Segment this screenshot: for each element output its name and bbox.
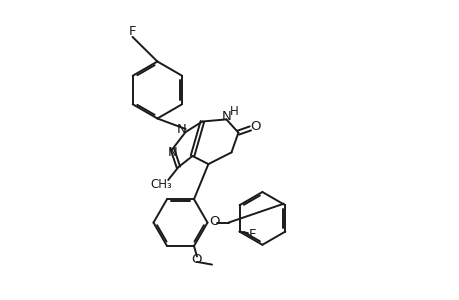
Text: O: O [191, 253, 202, 266]
Text: N: N [221, 110, 231, 123]
Text: H: H [229, 105, 238, 118]
Text: N: N [168, 146, 178, 159]
Text: N: N [176, 122, 186, 136]
Text: CH₃: CH₃ [150, 178, 172, 191]
Text: F: F [129, 25, 136, 38]
Text: O: O [250, 120, 261, 134]
Text: O: O [209, 215, 219, 228]
Text: F: F [248, 228, 256, 241]
